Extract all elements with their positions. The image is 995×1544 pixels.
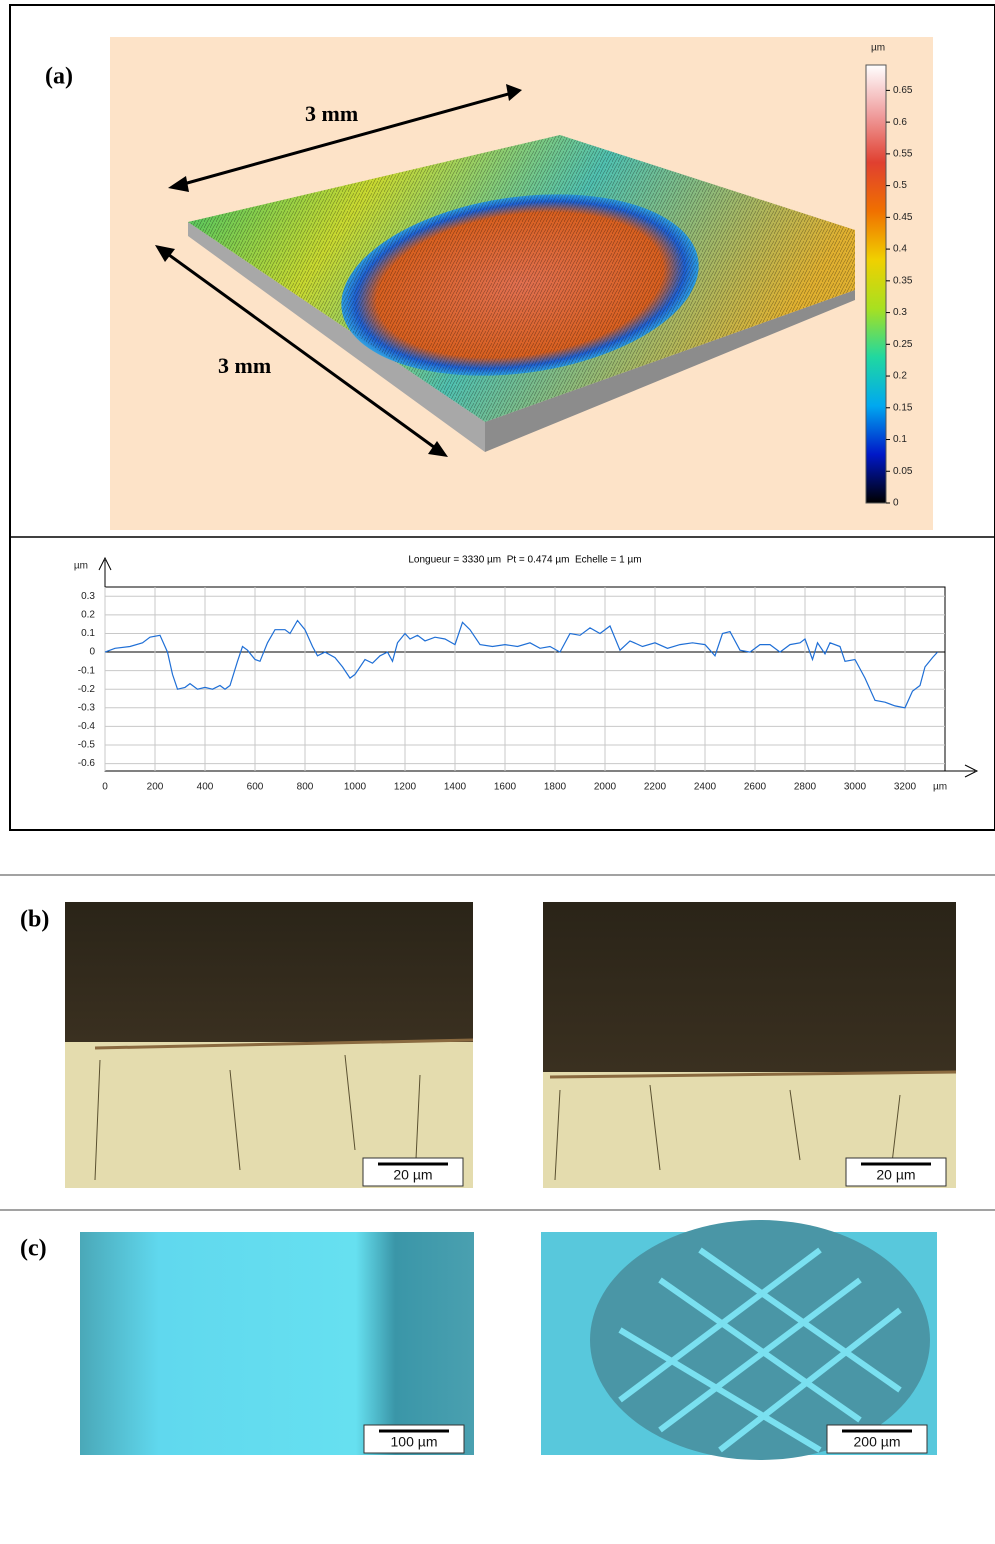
scale-bar-label: 20 µm	[876, 1167, 915, 1183]
x-tick-label: 1000	[344, 782, 367, 793]
y-tick-label: 0.65	[893, 85, 913, 96]
x-tick-label: 1400	[444, 782, 467, 793]
y-tick-label: 0	[89, 647, 95, 658]
axis-arrow	[964, 764, 979, 778]
frame	[9, 4, 995, 831]
x-tick-label: 600	[247, 782, 264, 793]
x-axis-label: µm	[933, 782, 947, 793]
y-tick-label: -0.3	[78, 702, 96, 713]
y-tick-label: -0.2	[78, 684, 96, 695]
arrow-label: 3 mm	[218, 353, 271, 378]
data-line	[104, 619, 938, 709]
colorbar	[865, 64, 887, 504]
y-tick-label: 0.1	[81, 628, 95, 639]
micrograph	[80, 1220, 937, 1460]
y-tick-label: -0.6	[78, 758, 96, 769]
y-tick-label: -0.4	[78, 721, 96, 732]
x-tick-label: 400	[197, 782, 214, 793]
y-tick-label: 0.2	[81, 610, 95, 621]
x-tick-label: 0	[102, 782, 108, 793]
panel-label: (c)	[20, 1236, 47, 1262]
x-tick-label: 1600	[494, 782, 517, 793]
scale-bar-label: 20 µm	[393, 1167, 432, 1183]
y-tick-label: 0.3	[893, 307, 907, 318]
x-tick-label: 2000	[594, 782, 617, 793]
y-tick-label: 0.15	[893, 402, 913, 413]
x-tick-label: 2800	[794, 782, 817, 793]
axis-arrow	[98, 556, 112, 571]
x-tick-label: 1800	[544, 782, 567, 793]
scale-bar-label: 200 µm	[854, 1434, 901, 1450]
chart-title: Longueur = 3330 µm Pt = 0.474 µm Echelle…	[408, 555, 641, 566]
x-tick-label: 200	[147, 782, 164, 793]
y-tick-label: -0.5	[78, 740, 96, 751]
y-tick-label: -0.1	[78, 665, 96, 676]
x-tick-label: 2400	[694, 782, 717, 793]
y-axis-label: µm	[74, 561, 88, 572]
y-tick-label: 0.3	[81, 591, 95, 602]
y-tick-label: 0.2	[893, 371, 907, 382]
x-tick-label: 2600	[744, 782, 767, 793]
surface-side	[188, 222, 485, 452]
y-tick-label: 0.5	[893, 180, 907, 191]
y-tick-label: 0	[893, 498, 899, 509]
x-tick-label: 3200	[894, 782, 917, 793]
y-tick-label: 0.1	[893, 434, 907, 445]
x-tick-label: 800	[297, 782, 314, 793]
micrograph	[65, 902, 957, 1188]
arrows	[164, 91, 513, 452]
y-tick-label: 0.45	[893, 212, 913, 223]
x-tick-label: 2200	[644, 782, 667, 793]
surface-texture	[188, 135, 855, 422]
y-tick-label: 0.6	[893, 117, 907, 128]
panel-label: (b)	[20, 907, 49, 933]
arrow-label: 3 mm	[305, 101, 358, 126]
colorbar-unit: µm	[871, 43, 885, 54]
arrowheads	[155, 84, 522, 457]
scale-bar-label: 100 µm	[391, 1434, 438, 1450]
y-tick-label: 0.4	[893, 244, 907, 255]
surface-side	[485, 290, 855, 452]
y-tick-label: 0.05	[893, 466, 913, 477]
panel-label: (a)	[45, 64, 73, 90]
y-tick-label: 0.35	[893, 275, 913, 286]
x-tick-label: 1200	[394, 782, 417, 793]
x-tick-label: 3000	[844, 782, 867, 793]
y-tick-label: 0.55	[893, 149, 913, 160]
y-tick-label: 0.25	[893, 339, 913, 350]
